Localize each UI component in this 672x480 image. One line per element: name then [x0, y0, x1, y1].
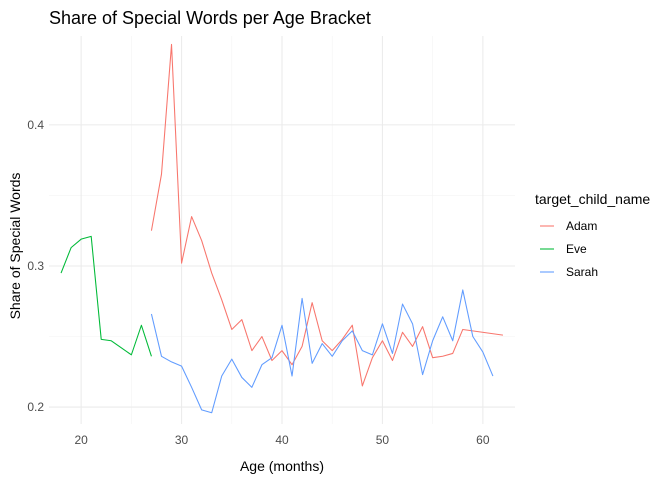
x-tick-label: 30 [175, 433, 189, 447]
x-tick-label: 40 [275, 433, 289, 447]
x-tick-label: 20 [74, 433, 88, 447]
y-axis-title: Share of Special Words [7, 173, 23, 320]
grid [49, 36, 515, 424]
legend-item-eve: Eve [540, 242, 587, 256]
legend-label: Eve [566, 242, 587, 256]
x-axis-ticks: 20 30 40 50 60 [74, 433, 489, 447]
legend-item-sarah: Sarah [540, 265, 598, 279]
y-tick-label: 0.3 [27, 259, 44, 273]
y-axis-ticks: 0.2 0.3 0.4 [27, 118, 44, 414]
legend: target_child_name Adam Eve Sarah [535, 191, 650, 279]
series-lines [60, 43, 504, 414]
chart-title: Share of Special Words per Age Bracket [49, 8, 371, 28]
x-tick-label: 60 [476, 433, 490, 447]
x-axis-title: Age (months) [240, 458, 324, 474]
series-line-sarah [150, 289, 494, 414]
y-tick-label: 0.4 [27, 118, 44, 132]
legend-item-adam: Adam [540, 219, 597, 233]
x-tick-label: 50 [376, 433, 390, 447]
legend-label: Sarah [566, 265, 598, 279]
legend-label: Adam [566, 219, 597, 233]
legend-title: target_child_name [535, 191, 650, 207]
series-line-eve [60, 235, 152, 357]
series-line-adam [150, 43, 504, 387]
y-tick-label: 0.2 [27, 400, 44, 414]
